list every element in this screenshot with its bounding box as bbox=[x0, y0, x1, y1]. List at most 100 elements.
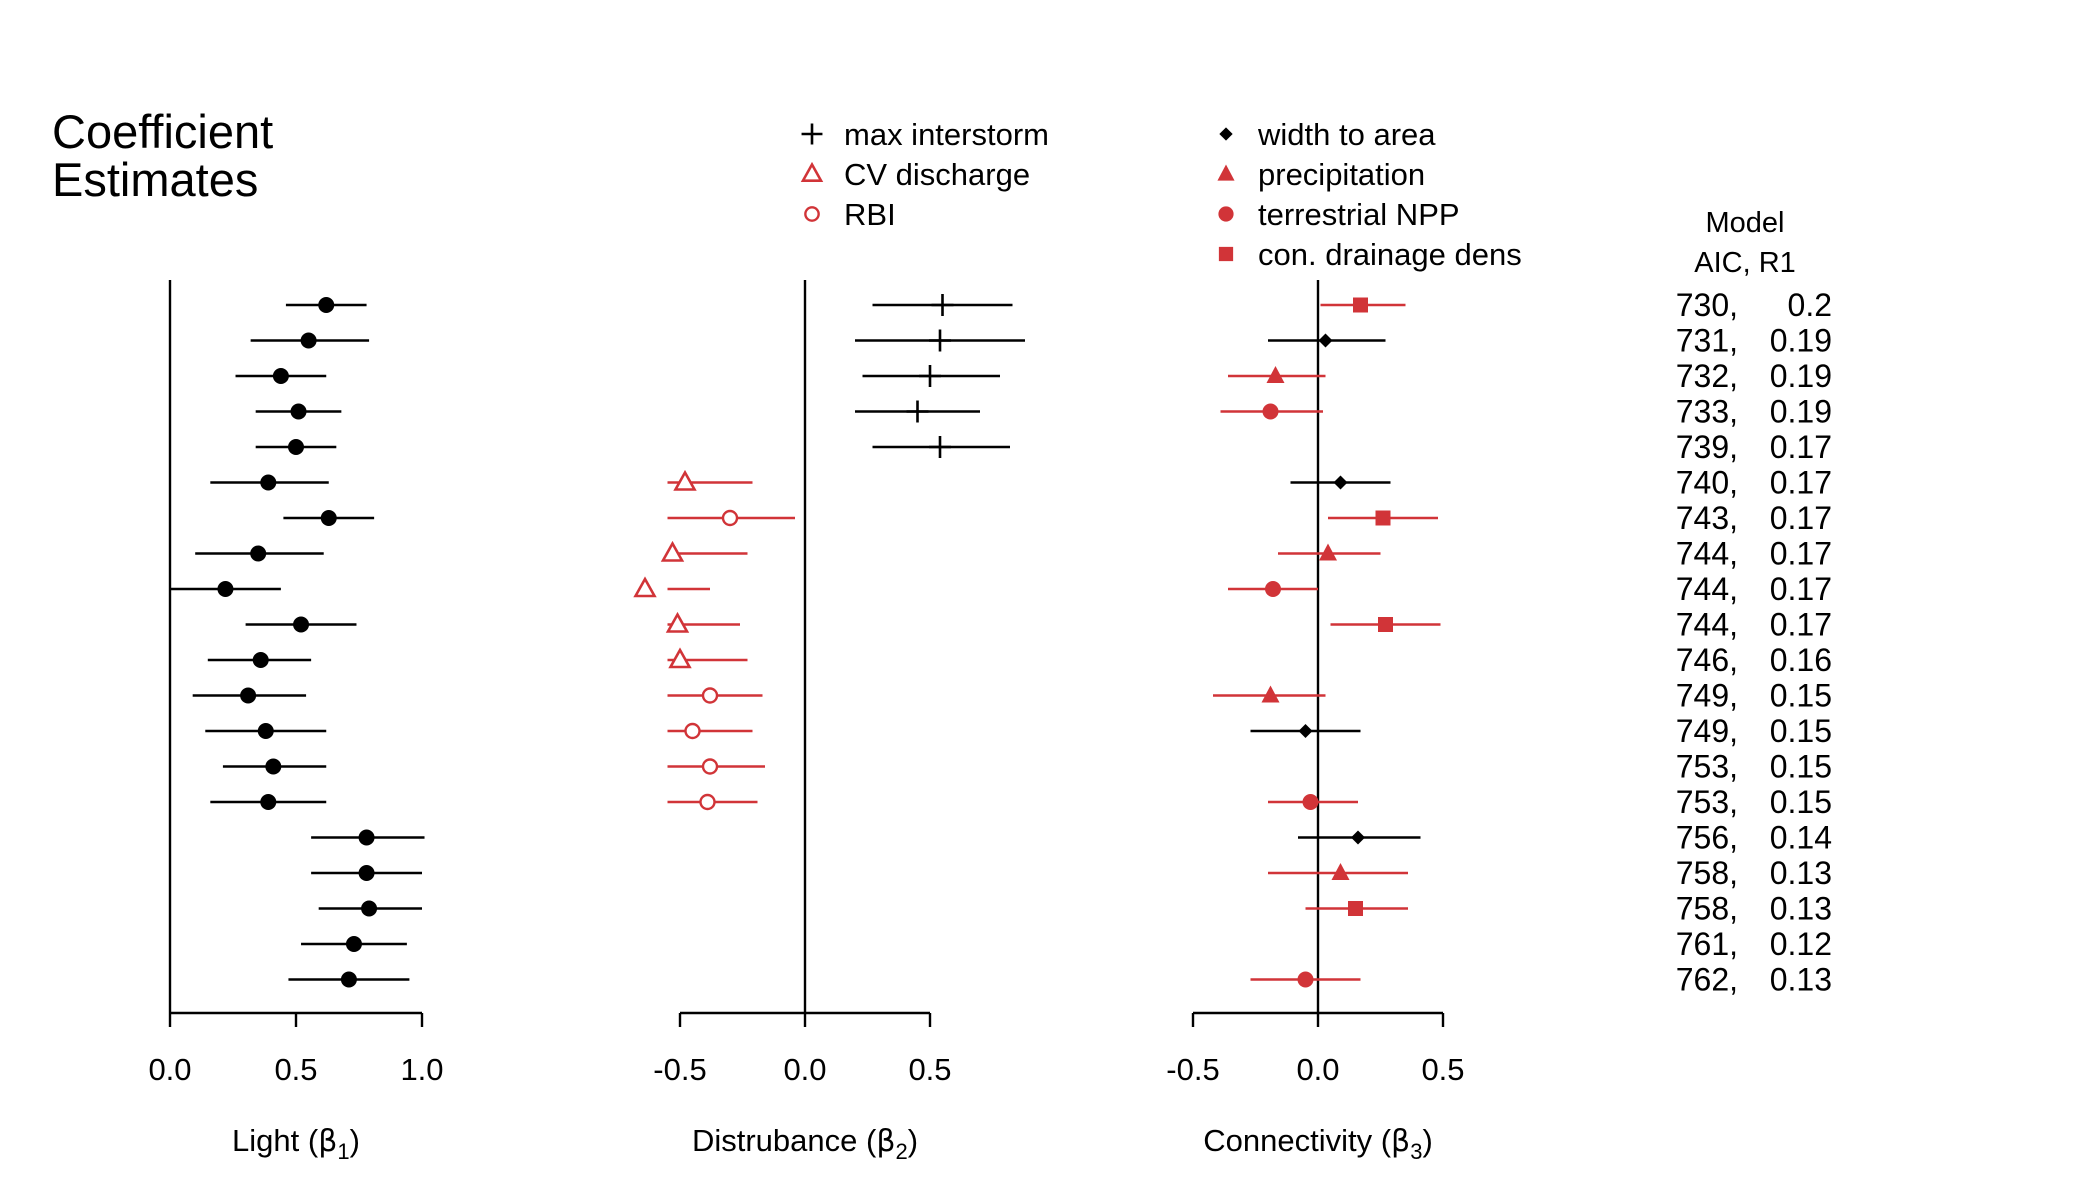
model-aic: 744, bbox=[1676, 607, 1738, 643]
light-estimate-0 bbox=[318, 297, 335, 313]
model-r1: 0.16 bbox=[1770, 642, 1832, 678]
model-aic: 744, bbox=[1676, 536, 1738, 572]
disturbance-estimate-6 bbox=[721, 509, 739, 527]
model-aic: 761, bbox=[1676, 926, 1738, 962]
model-r1: 0.17 bbox=[1770, 465, 1832, 501]
model-aic: 758, bbox=[1676, 891, 1738, 927]
light-estimate-4 bbox=[288, 439, 304, 455]
model-aic: 749, bbox=[1676, 678, 1738, 714]
model-header-line-2: AIC, R1 bbox=[1694, 247, 1796, 279]
connectivity-legend-label-0: width to area bbox=[1257, 117, 1436, 152]
model-r1: 0.17 bbox=[1770, 536, 1832, 572]
disturbance-estimate-8 bbox=[633, 576, 657, 598]
connectivity-estimate-17 bbox=[1348, 901, 1363, 916]
connectivity-legend-label-3: con. drainage dens bbox=[1258, 237, 1522, 272]
disturbance-estimate-9 bbox=[665, 611, 690, 633]
disturbance-estimate-0 bbox=[931, 294, 954, 316]
model-aic: 732, bbox=[1676, 358, 1738, 394]
light-estimate-6 bbox=[320, 510, 337, 526]
light-tick-label: 0.5 bbox=[274, 1052, 317, 1087]
panel-connectivity: -0.5 0.0 0.5 Connectivity (β3) bbox=[1166, 280, 1465, 1164]
connectivity-legend-label-2: terrestrial NPP bbox=[1258, 197, 1460, 232]
model-aic: 746, bbox=[1676, 642, 1738, 678]
model-r1: 0.19 bbox=[1770, 358, 1832, 394]
disturbance-legend: max interstorm CV discharge RBI bbox=[800, 117, 1049, 232]
light-estimate-15 bbox=[358, 829, 375, 846]
panel-disturbance: -0.5 0.0 0.5 Distrubance (β2) bbox=[633, 280, 1025, 1164]
disturbance-legend-label-1: CV discharge bbox=[844, 157, 1030, 192]
model-r1: 0.15 bbox=[1770, 713, 1832, 749]
connectivity-estimate-9 bbox=[1378, 617, 1393, 632]
figure-title-line-2: Estimates bbox=[52, 153, 258, 206]
model-aic: 744, bbox=[1676, 571, 1738, 607]
light-tick-label: 1.0 bbox=[400, 1052, 443, 1087]
light-estimate-5 bbox=[260, 474, 277, 491]
light-estimate-8 bbox=[217, 581, 234, 597]
model-r1: 0.13 bbox=[1770, 855, 1832, 891]
light-axis-label: Light (β1) bbox=[232, 1123, 360, 1164]
model-r1: 0.15 bbox=[1770, 749, 1832, 785]
model-aic: 753, bbox=[1676, 749, 1738, 785]
panel-light: 0.0 0.5 1.0 Light (β1) bbox=[148, 280, 444, 1164]
light-estimate-18 bbox=[345, 936, 362, 952]
connectivity-estimate-19 bbox=[1297, 971, 1314, 988]
connectivity-tick-label: 0.5 bbox=[1421, 1052, 1464, 1087]
connectivity-estimate-5 bbox=[1333, 475, 1348, 490]
light-estimate-7 bbox=[250, 545, 267, 562]
connectivity-axis-label: Connectivity (β3) bbox=[1203, 1123, 1433, 1164]
model-r1: 0.14 bbox=[1770, 820, 1832, 856]
model-aic: 739, bbox=[1676, 429, 1738, 465]
disturbance-legend-marker-1 bbox=[800, 161, 824, 182]
connectivity-legend-marker-3 bbox=[1218, 246, 1234, 262]
disturbance-estimate-13 bbox=[701, 758, 719, 775]
light-estimate-1 bbox=[300, 332, 317, 349]
model-aic: 743, bbox=[1676, 500, 1738, 536]
figure-title-line-1: Coefficient bbox=[52, 105, 273, 158]
model-r1: 0.15 bbox=[1770, 784, 1832, 820]
model-r1: 0.17 bbox=[1770, 571, 1832, 607]
disturbance-estimate-10 bbox=[668, 647, 692, 669]
model-header-line-1: Model bbox=[1706, 207, 1785, 239]
connectivity-estimate-3 bbox=[1262, 403, 1279, 420]
model-r1: 0.19 bbox=[1770, 323, 1832, 359]
connectivity-legend-label-1: precipitation bbox=[1258, 157, 1425, 192]
connectivity-legend: width to area precipitation terrestrial NP… bbox=[1217, 117, 1522, 272]
light-estimate-11 bbox=[240, 687, 257, 704]
disturbance-tick-label: 0.5 bbox=[908, 1052, 951, 1087]
disturbance-estimate-11 bbox=[701, 687, 719, 704]
connectivity-estimate-11 bbox=[1261, 685, 1280, 703]
disturbance-estimate-1 bbox=[929, 329, 951, 352]
connectivity-estimate-6 bbox=[1375, 510, 1391, 526]
panels-layer: 0.0 0.5 1.0 Light (β1) -0.5 0.0 0.5 Distrubance… bbox=[148, 280, 1465, 1164]
disturbance-estimate-12 bbox=[684, 722, 701, 740]
disturbance-legend-marker-0 bbox=[801, 123, 823, 145]
connectivity-legend-marker-0 bbox=[1219, 127, 1233, 141]
light-estimate-10 bbox=[252, 652, 269, 668]
model-r1: 0.17 bbox=[1770, 500, 1832, 536]
light-estimate-17 bbox=[361, 900, 378, 917]
disturbance-legend-marker-2 bbox=[804, 206, 820, 222]
model-aic: 740, bbox=[1676, 465, 1738, 501]
model-r1: 0.13 bbox=[1770, 891, 1832, 927]
disturbance-axis-label: Distrubance (β2) bbox=[692, 1123, 918, 1164]
model-aic: 756, bbox=[1676, 820, 1738, 856]
model-aic: 730, bbox=[1676, 287, 1738, 323]
connectivity-estimate-1 bbox=[1318, 333, 1333, 348]
disturbance-tick-label: 0.0 bbox=[783, 1052, 826, 1087]
disturbance-estimate-14 bbox=[699, 793, 716, 811]
disturbance-estimate-2 bbox=[919, 365, 941, 387]
connectivity-estimate-14 bbox=[1302, 794, 1319, 810]
model-r1: 0.2 bbox=[1788, 287, 1832, 323]
model-r1: 0.13 bbox=[1770, 962, 1832, 998]
light-estimate-12 bbox=[257, 723, 274, 739]
model-r1: 0.17 bbox=[1770, 429, 1832, 465]
connectivity-estimate-2 bbox=[1266, 366, 1285, 383]
disturbance-estimate-5 bbox=[673, 469, 697, 491]
light-estimate-19 bbox=[340, 971, 357, 988]
model-aic: 749, bbox=[1676, 713, 1738, 749]
disturbance-estimate-4 bbox=[929, 436, 951, 458]
light-estimate-2 bbox=[272, 368, 289, 384]
connectivity-legend-marker-2 bbox=[1218, 206, 1234, 222]
model-list: 730, 0.2 731, 0.19 732, 0.19 733, 0.19 739, 0.17 7… bbox=[1676, 287, 1832, 998]
connectivity-estimate-16 bbox=[1331, 863, 1350, 880]
